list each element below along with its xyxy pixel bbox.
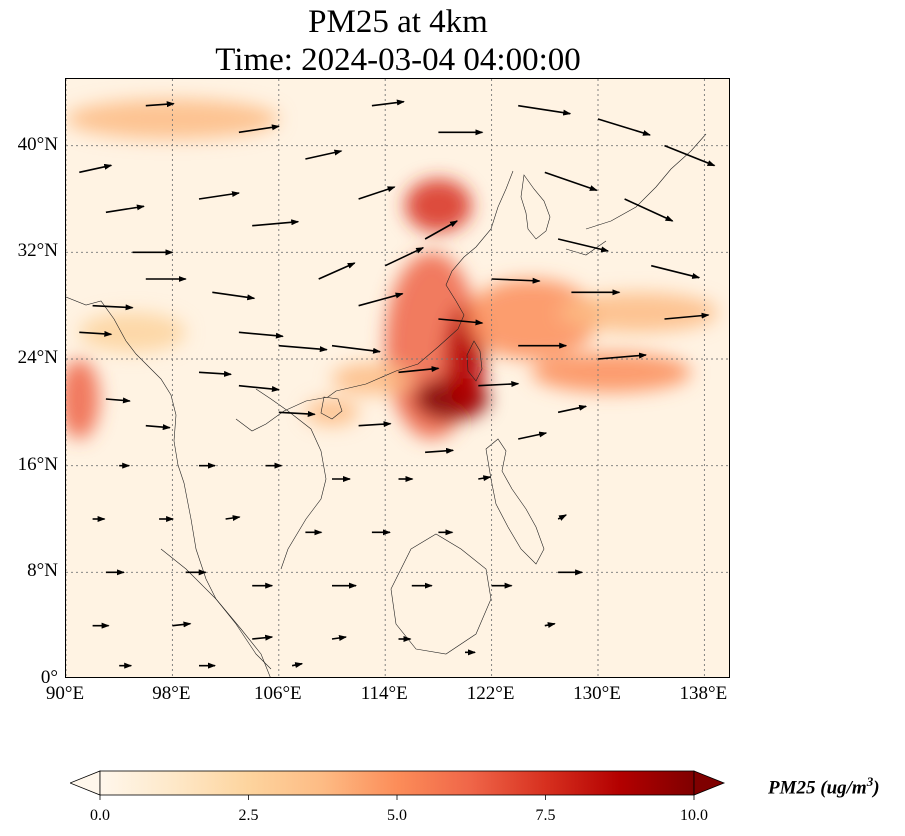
lat-tick-label: 8°N [27, 560, 58, 582]
wind-arrow [624, 198, 674, 222]
wind-arrow [438, 318, 484, 326]
lat-tick-label: 40°N [17, 133, 58, 155]
wind-arrow [145, 101, 175, 108]
wind-arrow [424, 220, 458, 240]
wind-arrow [331, 344, 381, 354]
concentration-south-china-coast [332, 363, 412, 395]
colorbar-tick-marks [99, 795, 695, 800]
lon-tick-label: 98°E [152, 683, 191, 704]
coastline-japan [565, 133, 707, 256]
coastline-korea [520, 174, 551, 240]
wind-arrow [518, 431, 548, 440]
wind-arrow [238, 331, 284, 339]
lat-tick-label: 0° [40, 667, 58, 688]
wind-arrow [384, 246, 425, 267]
wind-arrow [225, 515, 241, 521]
wind-arrow [238, 124, 280, 134]
wind-arrow [544, 171, 598, 192]
wind-arrow [597, 118, 651, 136]
wind-arrow [557, 514, 567, 521]
lon-tick-label: 114°E [360, 683, 408, 704]
coastline-hainan [320, 396, 343, 420]
wind-arrow [331, 635, 347, 641]
colorbar-tick-label: 2.5 [238, 807, 259, 824]
concentration-south-of-japan-band [558, 292, 718, 333]
colorbar-tick-label: 7.5 [535, 807, 556, 824]
wind-arrow [318, 262, 356, 280]
wind-arrow [664, 144, 716, 167]
wind-vectors [79, 99, 716, 669]
wind-arrow [238, 384, 280, 392]
wind-arrow [278, 410, 316, 417]
map-canvas [66, 79, 729, 677]
colorbar-tick-label: 10.0 [680, 807, 708, 824]
colorbar-extend-min [70, 770, 101, 796]
colorbar-label-close: ) [873, 777, 880, 799]
colorbar-gradient [99, 770, 695, 796]
wind-arrow [358, 292, 404, 307]
wind-arrow [478, 475, 492, 482]
graticule [66, 79, 729, 677]
colorbar-tick-label: 5.0 [387, 807, 407, 824]
lon-tick-label: 130°E [573, 683, 621, 704]
concentration-shandong-band [405, 179, 472, 233]
map-panel [65, 78, 730, 678]
wind-arrow [198, 191, 240, 200]
wind-arrow [172, 621, 192, 628]
wind-arrow [105, 397, 131, 404]
coastline-philippines [485, 438, 545, 565]
concentration-gulf-tonkin [305, 399, 359, 426]
concentration-east-china-sea-plume [465, 279, 598, 359]
wind-arrow [198, 370, 232, 377]
concentration-myanmar-coast [66, 359, 100, 439]
wind-arrow [478, 381, 520, 388]
concentration-pacific-tail [531, 352, 692, 393]
pm25-concentration-field [66, 99, 718, 439]
wind-arrow [79, 330, 113, 337]
colorbar-tick-label: 0.0 [90, 807, 110, 824]
colorbar-label: PM25 (ug/m3) [768, 774, 880, 799]
wind-arrow [252, 634, 274, 641]
plot-title-line-2: Time: 2024-03-04 04:00:00 [215, 42, 581, 78]
coastline-taiwan [466, 340, 483, 382]
wind-arrow [557, 238, 610, 253]
wind-arrow [79, 163, 113, 174]
wind-arrow [651, 264, 701, 279]
wind-arrow [305, 149, 343, 160]
concentration-west-band [79, 312, 186, 353]
coastline-borneo [390, 533, 492, 655]
lon-tick-label: 122°E [466, 683, 515, 704]
wind-arrow [278, 344, 328, 353]
coastlines [66, 133, 707, 677]
wind-arrow [358, 186, 396, 200]
colorbar-label-text: PM25 (ug/m [768, 777, 867, 799]
wind-arrow [252, 219, 300, 227]
wind-arrow [371, 99, 405, 107]
plot-title-line-1: PM25 at 4km [308, 4, 488, 40]
colorbar [70, 770, 726, 800]
colorbar-extend-max [693, 770, 726, 796]
wind-arrow [425, 447, 455, 454]
lat-tick-label: 16°N [17, 453, 58, 475]
wind-arrow [212, 291, 256, 301]
wind-arrow [544, 622, 556, 628]
wind-arrow [557, 404, 588, 414]
lon-tick-label: 138°E [679, 683, 728, 704]
lon-tick-label: 106°E [253, 683, 302, 704]
wind-arrow [145, 424, 171, 431]
wind-arrow [597, 352, 647, 360]
lon-tick-label: 90°E [45, 683, 85, 704]
wind-arrow [491, 277, 541, 284]
wind-arrow [398, 366, 440, 374]
wind-arrow [105, 204, 145, 214]
lat-tick-label: 32°N [17, 240, 58, 262]
wind-arrow [92, 304, 134, 311]
lat-tick-label: 24°N [17, 347, 58, 368]
coastline-sumatra [160, 548, 271, 677]
wind-arrow [358, 421, 392, 428]
wind-arrow [664, 312, 710, 320]
colorbar-label-exponent: 3 [866, 774, 874, 789]
wind-arrow [518, 104, 572, 116]
wind-arrow [291, 662, 304, 668]
